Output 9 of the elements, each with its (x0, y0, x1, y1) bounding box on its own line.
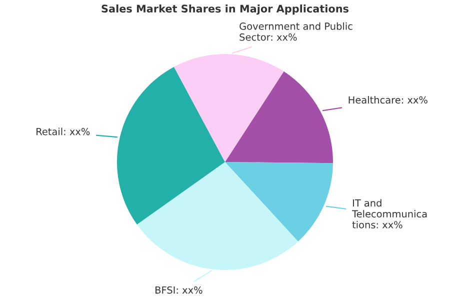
slice-label: Retail: xx% (36, 128, 90, 136)
slice-label: Government and Public Sector: xx% (240, 22, 352, 41)
slice-label: Healthcare: xx% (348, 96, 428, 104)
slice-label: BFSI: xx% (156, 286, 202, 294)
pie-slice (225, 71, 333, 164)
pie-slice (225, 162, 333, 242)
chart-title: Sales Market Shares in Major Applications (102, 4, 348, 15)
pie-slice (117, 66, 225, 225)
slice-label: IT and Telecommunications: xx% (352, 199, 427, 228)
